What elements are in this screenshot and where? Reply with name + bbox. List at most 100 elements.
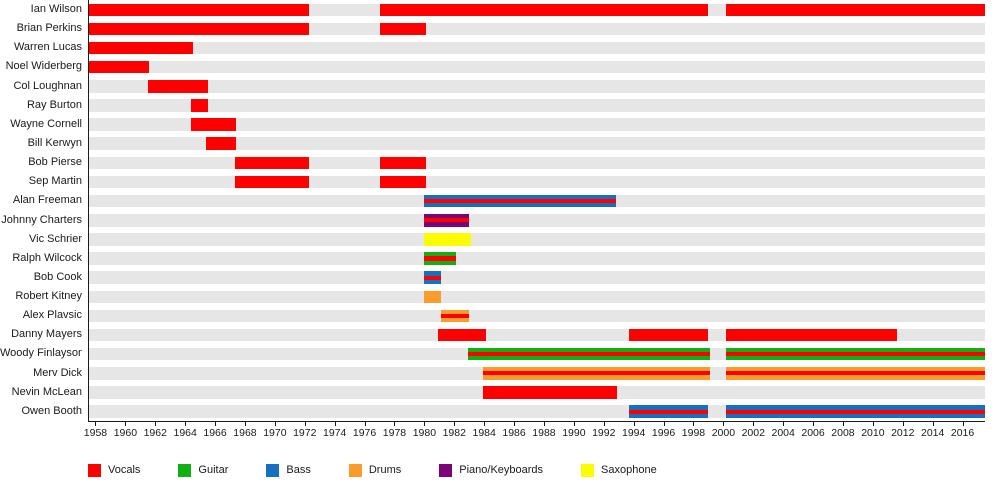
axis-tick-label: 1992 xyxy=(592,427,616,439)
timeline-row: Warren Lucas xyxy=(0,38,1000,57)
axis-tick xyxy=(185,421,187,426)
legend-swatch-icon xyxy=(178,463,192,477)
axis-tick xyxy=(872,421,874,426)
timeline-row: Robert Kitney xyxy=(0,287,1000,306)
timeline-segment xyxy=(424,271,441,284)
row-label-bob-cook: Bob Cook xyxy=(33,270,82,283)
timeline-row: Alex Plavsic xyxy=(0,306,1000,325)
axis-tick-label: 1994 xyxy=(621,427,646,439)
segment-stripe xyxy=(482,371,710,376)
axis-tick xyxy=(215,421,217,426)
timeline-segment xyxy=(206,137,236,150)
timeline-row: Bill Kerwyn xyxy=(0,134,1000,153)
timeline-track xyxy=(88,386,985,399)
axis-tick-label: 1972 xyxy=(293,427,317,439)
timeline-track xyxy=(88,347,985,361)
legend-item-guitar[interactable]: Guitar xyxy=(178,463,229,477)
row-label-nevin-mclean: Nevin McLean xyxy=(11,385,82,398)
timeline-track xyxy=(88,405,985,418)
axis-tick xyxy=(663,421,665,426)
axis-tick xyxy=(304,421,306,426)
axis-tick xyxy=(753,421,755,426)
timeline-track xyxy=(88,233,985,246)
timeline-segment xyxy=(234,175,310,189)
timeline-row: Bob Pierse xyxy=(0,153,1000,172)
timeline-track xyxy=(88,271,985,284)
row-label-johnny-charters: Johnny Charters xyxy=(1,213,82,226)
timeline-row: Johnny Charters xyxy=(0,211,1000,230)
axis-tick xyxy=(603,421,605,426)
row-label-danny-mayers: Danny Mayers xyxy=(11,328,82,341)
timeline-segment xyxy=(191,118,236,131)
row-label-alan-freeman: Alan Freeman xyxy=(12,194,82,207)
legend-swatch-icon xyxy=(348,463,362,477)
axis-tick xyxy=(573,421,575,426)
row-label-robert-kitney: Robert Kitney xyxy=(15,290,82,303)
timeline-segment xyxy=(88,3,310,16)
timeline-row: Nevin McLean xyxy=(0,383,1000,402)
legend-item-piano-keyboards[interactable]: Piano/Keyboards xyxy=(439,463,543,477)
timeline-segment xyxy=(88,60,150,74)
timeline-segment xyxy=(467,347,710,361)
timeline-track xyxy=(88,194,985,208)
axis-tick xyxy=(364,421,366,426)
axis-tick xyxy=(274,421,276,426)
timeline-segment xyxy=(234,156,310,170)
axis-tick xyxy=(514,421,516,426)
timeline-segment xyxy=(88,41,193,55)
axis-tick-label: 2002 xyxy=(741,427,765,439)
timeline-segment xyxy=(379,3,709,16)
axis-tick xyxy=(902,421,904,426)
axis-tick-label: 2014 xyxy=(920,427,945,439)
timeline-row: Woody Finlayson xyxy=(0,344,1000,363)
timeline-segment xyxy=(424,233,471,246)
timeline-row: Brian Perkins xyxy=(0,19,1000,38)
timeline-track xyxy=(88,290,985,304)
axis-tick xyxy=(633,421,635,426)
axis-tick-label: 1974 xyxy=(322,427,347,439)
axis-tick xyxy=(693,421,695,426)
timeline-row: Vic Schrier xyxy=(0,230,1000,249)
axis-tick-label: 1962 xyxy=(143,427,167,439)
axis-tick xyxy=(454,421,456,426)
timeline-track xyxy=(88,214,985,227)
axis-tick xyxy=(95,421,97,426)
timeline-segment xyxy=(629,405,709,418)
axis-tick xyxy=(543,421,545,426)
segment-stripe xyxy=(726,409,985,414)
axis-tick xyxy=(334,421,336,426)
axis-tick-label: 1970 xyxy=(263,427,287,439)
timeline-segment xyxy=(424,290,441,304)
axis-tick-label: 2000 xyxy=(711,427,736,439)
axis-tick xyxy=(484,421,486,426)
legend-swatch-icon xyxy=(88,463,101,477)
legend-item-bass[interactable]: Bass xyxy=(266,463,311,477)
axis-tick-label: 1982 xyxy=(442,427,466,439)
segment-stripe xyxy=(726,352,985,357)
timeline-track xyxy=(88,60,985,74)
row-label-alex-plavsic: Alex Plavsic xyxy=(22,309,82,322)
legend-label: Guitar xyxy=(198,464,229,476)
timeline-track xyxy=(88,137,985,150)
legend-item-drums[interactable]: Drums xyxy=(348,463,401,477)
row-label-warren-lucas: Warren Lucas xyxy=(13,41,82,54)
timeline-segment xyxy=(482,367,710,380)
legend-item-saxophone[interactable]: Saxophone xyxy=(581,463,657,477)
timeline-track xyxy=(88,99,985,112)
legend-item-vocals[interactable]: Vocals xyxy=(88,463,140,477)
axis-tick xyxy=(723,421,725,426)
segment-stripe xyxy=(424,199,616,204)
timeline-track xyxy=(88,22,985,36)
axis-tick-label: 2008 xyxy=(831,427,855,439)
axis-tick-label: 2010 xyxy=(861,427,885,439)
timeline-segment xyxy=(379,22,426,36)
axis-horizontal-line xyxy=(88,421,985,422)
axis-tick xyxy=(155,421,157,426)
timeline-track xyxy=(88,80,985,93)
axis-tick-label: 1996 xyxy=(651,427,676,439)
timeline-segment xyxy=(629,328,709,342)
timeline-row: Ralph Wilcock xyxy=(0,249,1000,268)
row-label-woody-finlayson: Woody Finlayson xyxy=(0,347,82,360)
timeline-segment xyxy=(437,328,486,342)
